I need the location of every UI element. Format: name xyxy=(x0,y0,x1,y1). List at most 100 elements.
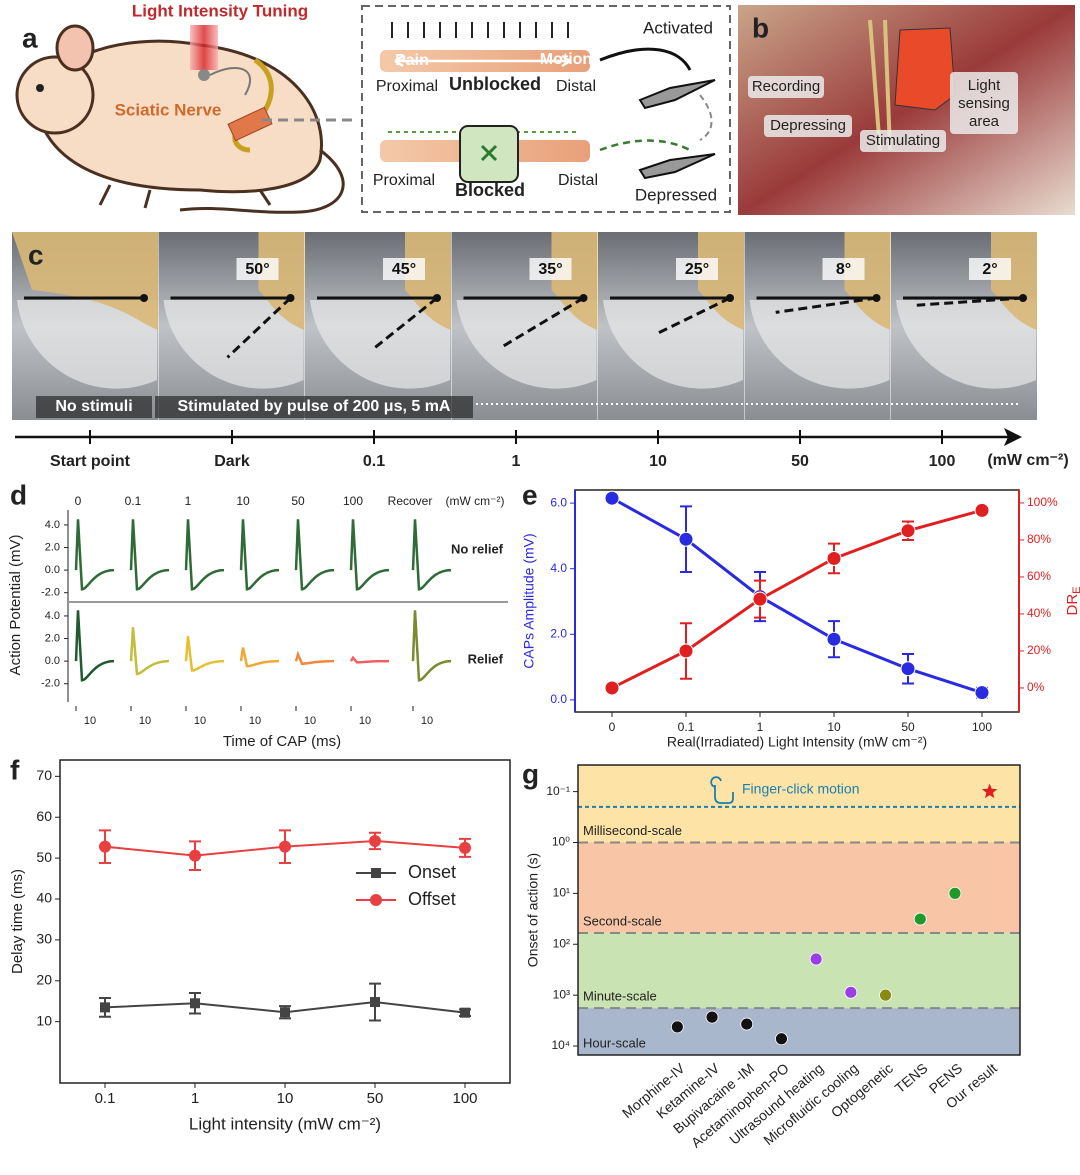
tick-label: 20% xyxy=(1027,643,1051,657)
marker xyxy=(844,985,858,999)
label: Unblocked xyxy=(449,74,541,94)
y2-label-sub: E xyxy=(1071,586,1080,593)
tick-label: 2.0 xyxy=(550,626,567,640)
label: 100 xyxy=(929,453,956,470)
label: Light Intensity Tuning xyxy=(132,1,308,20)
tick-label: 10⁴ xyxy=(551,1038,570,1052)
tick-label: 10 xyxy=(36,1012,52,1028)
x-tick-label: 1 xyxy=(191,1090,199,1107)
label: Stimulating xyxy=(866,132,940,149)
label: Depressed xyxy=(635,185,717,204)
hand-icon xyxy=(710,776,734,804)
marker xyxy=(99,840,111,853)
angle-label: 50° xyxy=(245,261,269,278)
panel-letter: d xyxy=(10,479,27,510)
angle-box xyxy=(822,258,865,280)
angle-line xyxy=(775,296,877,314)
tick-label: 4.0 xyxy=(45,610,60,622)
marker xyxy=(974,502,990,518)
marker xyxy=(879,988,892,1002)
marker xyxy=(459,841,471,854)
label: 1 xyxy=(512,453,521,470)
panel-letter: e xyxy=(522,479,538,510)
marker xyxy=(369,834,381,847)
cap-trace xyxy=(184,519,225,591)
condition-label: 50 xyxy=(291,494,305,508)
tick-label: 70 xyxy=(36,767,52,783)
marker xyxy=(678,643,694,659)
cap-trace xyxy=(74,519,115,591)
label: Distal xyxy=(558,172,598,189)
angle-label: 25° xyxy=(685,261,709,278)
label-box xyxy=(748,76,824,98)
photo-strip xyxy=(12,232,1037,420)
tick-label: 80% xyxy=(1027,532,1051,546)
label: Time of CAP (ms) xyxy=(223,733,341,750)
marker xyxy=(948,886,962,900)
angle-line xyxy=(501,296,585,348)
tick-label: 40 xyxy=(36,890,52,906)
plot-frame xyxy=(59,759,511,1084)
label: Pain xyxy=(395,52,429,69)
label: Onset of action (s) xyxy=(525,853,541,967)
band-label: Minute-scale xyxy=(583,989,657,1004)
plot-frame xyxy=(577,764,1021,1056)
label: Motion xyxy=(540,51,592,68)
label: Distal xyxy=(556,78,596,95)
angle-box xyxy=(236,258,279,280)
label: Real(Irradiated) Light Intensity (mW cm⁻… xyxy=(667,734,927,750)
marker xyxy=(280,1007,290,1018)
label: Depressing xyxy=(770,117,846,134)
label: Activated xyxy=(643,18,713,37)
label: 50 xyxy=(791,453,809,470)
angle-box xyxy=(383,258,425,280)
paw xyxy=(258,232,305,330)
tick-label: 6.0 xyxy=(550,495,567,509)
cap-trace xyxy=(349,655,390,664)
tick-label: -2.0 xyxy=(41,678,60,690)
angle-label: 45° xyxy=(392,261,416,278)
x-tick-label: 50 xyxy=(901,720,915,734)
label: 10 xyxy=(139,715,151,727)
marker xyxy=(826,550,842,566)
label: Light intensity (mW cm⁻²) xyxy=(189,1114,381,1133)
angle-line xyxy=(226,296,292,359)
label: 0.1 xyxy=(363,453,385,470)
series-line xyxy=(611,496,983,695)
marker xyxy=(190,998,200,1009)
x-tick-label: 0.1 xyxy=(95,1090,116,1107)
tick-label: 10⁻¹ xyxy=(546,784,570,798)
legend-label: No relief xyxy=(451,541,504,556)
panel-letter: f xyxy=(10,754,20,785)
condition-label: 100 xyxy=(343,494,363,508)
tick-label: 2.0 xyxy=(45,632,60,644)
y2-axis-label: DRE xyxy=(1064,586,1080,615)
angle-line xyxy=(916,296,1024,307)
protractor xyxy=(163,300,304,389)
cap-trace xyxy=(184,636,225,672)
tick-label: 4.0 xyxy=(45,519,60,531)
y2-label: DR xyxy=(1064,594,1080,616)
tick-label: 40% xyxy=(1027,606,1051,620)
label: Stimulated by pulse of 200 μs, 5 mA xyxy=(178,398,451,415)
paw xyxy=(698,232,744,330)
marker xyxy=(900,523,916,539)
label: 10 xyxy=(249,715,261,727)
marker xyxy=(370,997,380,1008)
tick-label: 0.0 xyxy=(45,655,60,667)
tick-label: 60% xyxy=(1027,569,1051,583)
marker xyxy=(913,912,927,926)
cap-trace xyxy=(239,647,280,668)
label: Delay time (ms) xyxy=(9,869,26,974)
legend-marker xyxy=(370,894,382,906)
band-label: Hour-scale xyxy=(583,1035,646,1050)
tick-label: -2.0 xyxy=(41,587,60,599)
marker xyxy=(826,631,842,647)
label: Sciatic Nerve xyxy=(115,100,222,119)
condition-label: 1 xyxy=(185,494,192,508)
label: Light xyxy=(968,77,1001,94)
legend-label: Offset xyxy=(408,889,456,909)
panel-letter: b xyxy=(752,12,769,43)
tick-label: 0.0 xyxy=(550,692,567,706)
